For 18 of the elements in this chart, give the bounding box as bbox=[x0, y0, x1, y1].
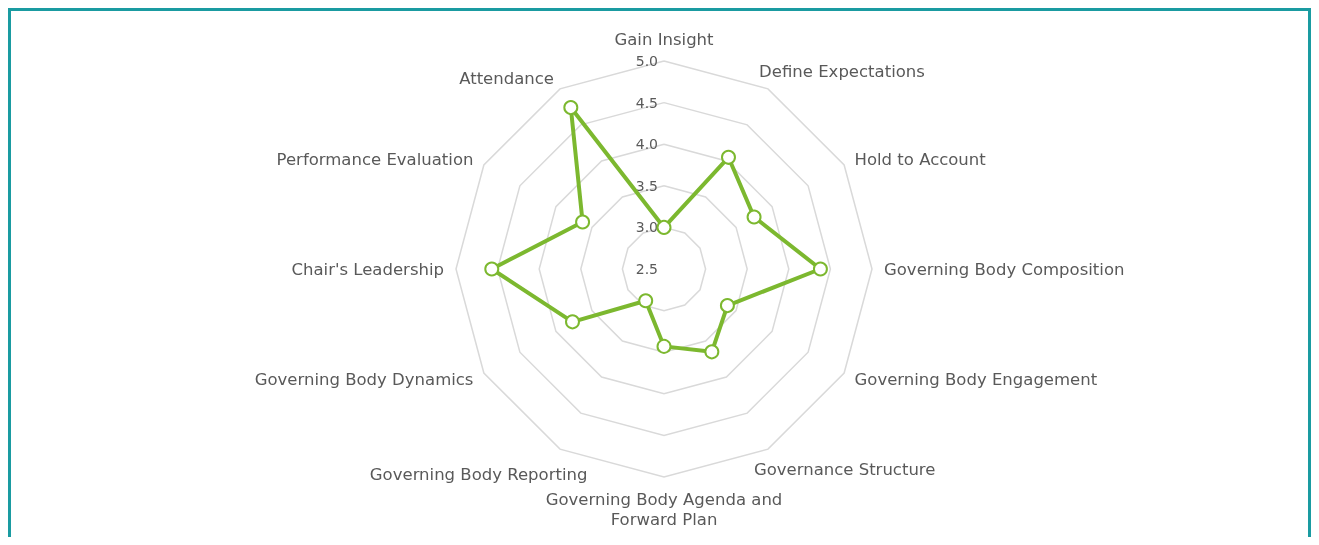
spoke-label: Governing Body Composition bbox=[884, 259, 1125, 279]
y-tick-label: 2.5 bbox=[635, 261, 658, 277]
spoke-label: Hold to Account bbox=[854, 149, 987, 169]
y-tick-label: 5.0 bbox=[635, 53, 658, 69]
y-tick-label: 3.5 bbox=[635, 177, 658, 194]
spoke-label: Define Expectations bbox=[759, 61, 925, 81]
spoke-label: Chair's Leadership bbox=[291, 259, 445, 279]
y-tick-label: 3.0 bbox=[635, 219, 658, 236]
spoke-label: Attendance bbox=[459, 68, 554, 88]
spoke-label: Performance Evaluation bbox=[276, 149, 474, 169]
spoke-label: Governing Body Engagement bbox=[854, 369, 1098, 389]
spoke-label: Gain Insight bbox=[614, 29, 715, 49]
y-tick-label: 4.0 bbox=[635, 136, 658, 153]
spoke-label: Governing Body Reporting bbox=[369, 465, 588, 485]
spoke-label: Governing Body Dynamics bbox=[254, 369, 474, 389]
spoke-label: Governance Structure bbox=[753, 460, 936, 480]
spoke-label: Governing Body Agenda and Forward Plan bbox=[545, 489, 783, 529]
y-tick-label: 4.5 bbox=[635, 94, 658, 111]
